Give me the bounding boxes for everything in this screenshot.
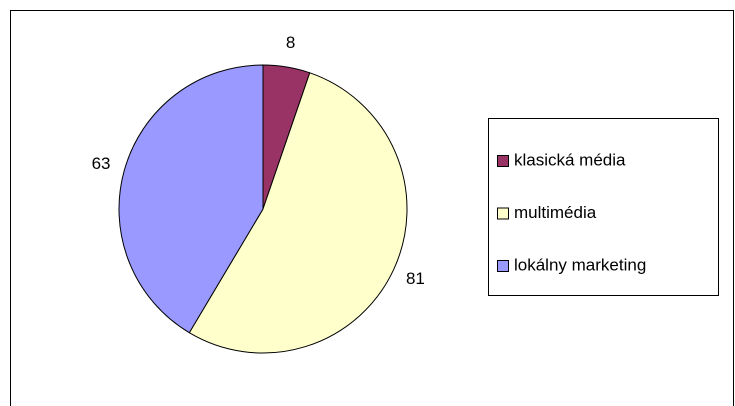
data-label: 8 [286,33,295,52]
pie-slice [188,72,408,354]
legend-label: lokálny marketing [514,255,646,274]
legend-swatch [497,260,509,272]
data-label: 63 [92,154,111,173]
legend-label: klasická média [514,150,626,169]
data-label: 81 [406,269,425,288]
pie-slice [118,64,264,334]
legend-swatch [497,155,509,167]
legend-swatch [497,207,509,220]
legend-box [488,118,719,296]
legend-label: multimédia [514,203,597,222]
